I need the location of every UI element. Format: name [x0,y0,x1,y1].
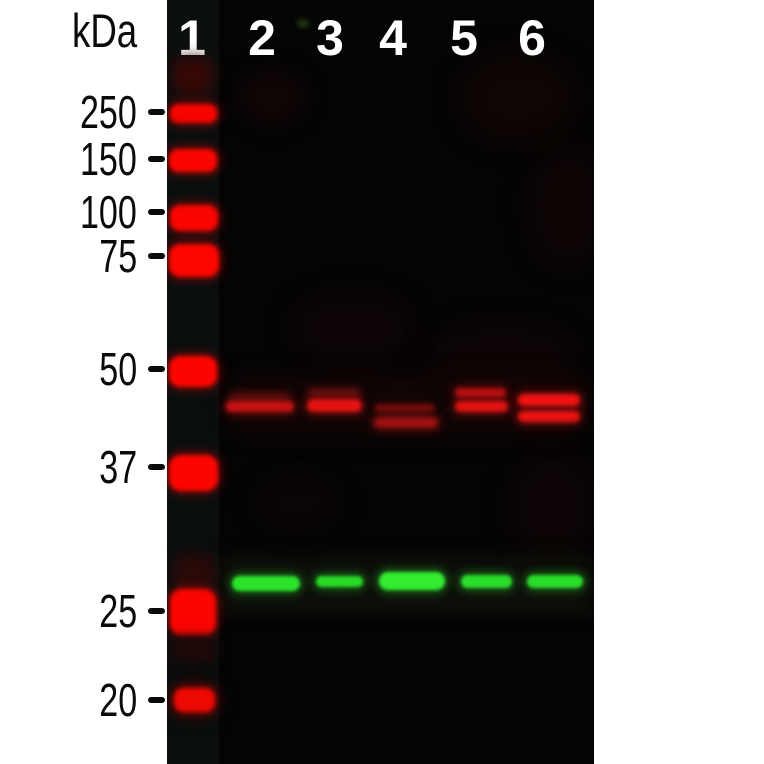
marker-tick-dash [148,697,165,703]
background-noise [527,140,594,270]
marker-label: 20 [99,674,137,726]
ladder-band-25 [170,589,216,635]
background-noise [237,70,307,125]
marker-label: 37 [99,441,137,493]
red-band-lane4-upper [373,404,435,412]
red-band-lane5-upper [454,387,506,397]
marker-250-kda: 250 [0,89,166,135]
ladder-band-250 [169,103,217,123]
green-band-lane3 [315,575,363,587]
lane-label-5: 5 [450,10,478,66]
ladder-band-20 [173,688,215,712]
red-band-lane6-upper [518,394,580,406]
marker-tick-dash [148,109,165,115]
background-noise [507,450,594,560]
marker-label: 150 [80,133,137,185]
ladder-smear-25-above [172,554,216,590]
marker-25-kda: 25 [0,588,166,634]
marker-tick-dash [148,464,165,470]
red-band-lane4-lower [374,416,438,428]
lane-label-6: 6 [518,10,546,66]
ladder-band-50 [169,355,217,387]
red-band-lane3 [306,398,362,412]
marker-tick-dash [148,253,165,259]
lane-label-3: 3 [316,10,344,66]
marker-label: 50 [99,343,137,395]
red-smear-lane3 [307,387,361,397]
marker-tick-dash [148,209,165,215]
green-band-lane2 [232,575,300,591]
background-noise [297,20,309,27]
green-band-lane4 [379,572,445,590]
marker-tick-dash [148,366,165,372]
marker-label: 75 [99,230,137,282]
marker-label: 25 [99,585,137,637]
background-noise [422,320,582,385]
marker-100-kda: 100 [0,189,166,235]
red-band-lane5-lower [454,400,508,412]
lane-label-2: 2 [248,10,276,66]
ladder-band-100 [170,205,218,231]
kda-unit-label: kDa [72,4,138,57]
marker-tick-dash [148,156,165,162]
ladder-smear-top [172,57,214,95]
background-noise [287,290,417,365]
ladder-smear-25-below [172,638,216,662]
ladder-band-150 [169,148,217,172]
background-noise [252,470,342,535]
ladder-band-75 [169,243,219,277]
ladder-band-37 [168,455,218,491]
red-band-lane2 [226,400,294,412]
red-band-lane6-lower [518,410,580,422]
marker-50-kda: 50 [0,346,166,392]
green-band-lane5 [460,574,512,588]
marker-label: 100 [80,186,137,238]
lane-label-4: 4 [379,10,407,66]
marker-20-kda: 20 [0,677,166,723]
lane-label-1: 1 [178,10,206,66]
green-band-lane6 [527,574,583,588]
red-smear-lane2 [229,391,291,401]
marker-label: 250 [80,86,137,138]
marker-150-kda: 150 [0,136,166,182]
marker-37-kda: 37 [0,444,166,490]
marker-tick-dash [148,608,165,614]
marker-75-kda: 75 [0,233,166,279]
